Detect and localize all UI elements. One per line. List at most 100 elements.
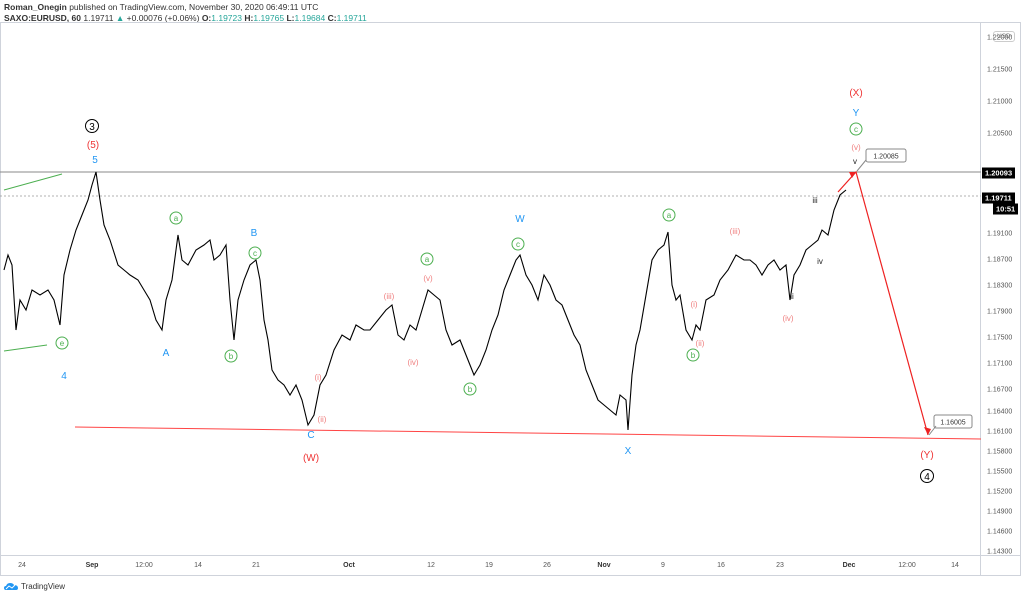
svg-text:(i): (i) (690, 300, 697, 309)
price-tick: 1.18700 (987, 256, 1013, 264)
svg-text:c: c (854, 125, 858, 134)
time-tick: 21 (252, 562, 260, 569)
time-tick: 14 (951, 562, 959, 569)
svg-text:C: C (307, 430, 314, 441)
time-axis[interactable]: 24 Sep 12:00 14 21 Oct 12 19 26 Nov 9 16… (0, 556, 981, 576)
time-tick: 19 (485, 562, 493, 569)
svg-text:(W): (W) (303, 453, 319, 464)
axis-corner (981, 556, 1021, 576)
chart-header: Roman_Onegin published on TradingView.co… (4, 2, 367, 24)
logo-text: TradingView (21, 582, 66, 591)
time-tick: 12 (427, 562, 435, 569)
high-label: H: (244, 13, 254, 23)
price-axis[interactable]: USD 1.22000 1.21500 1.21000 1.20500 1.19… (981, 22, 1021, 556)
callout-high: 1.20085 (856, 148, 907, 172)
price-tick: 1.15800 (987, 448, 1013, 456)
last-price-tag: 1.19711 (982, 192, 1015, 204)
price-tick: 1.15500 (987, 468, 1013, 476)
svg-text:b: b (691, 351, 696, 360)
svg-text:(iv): (iv) (407, 358, 418, 367)
low-label: L: (286, 13, 295, 23)
currency-label[interactable]: USD (993, 31, 1015, 42)
close-value: 1.19711 (336, 13, 367, 23)
time-tick: 26 (543, 562, 551, 569)
cloud-logo-icon (4, 583, 18, 590)
svg-text:1.20085: 1.20085 (873, 154, 898, 161)
svg-text:(v): (v) (423, 274, 433, 283)
svg-text:ii: ii (790, 292, 794, 301)
low-value: 1.19684 (294, 13, 326, 23)
svg-text:(i): (i) (314, 373, 321, 382)
svg-text:iv: iv (817, 257, 823, 266)
time-tick: Sep (85, 562, 99, 569)
price-change: +0.00076 (+0.06%) (126, 13, 200, 23)
last-price: 1.19711 (83, 13, 114, 23)
price-tick: 1.14300 (987, 548, 1013, 556)
svg-text:a: a (425, 255, 430, 264)
svg-text:c: c (253, 249, 257, 258)
price-tick: 1.17900 (987, 308, 1013, 316)
svg-text:b: b (229, 352, 234, 361)
price-tick: 1.16100 (987, 428, 1013, 436)
chart-pane[interactable]: 1.20085 1.16005 3 (5) 5 4 A B C (W) W X … (0, 22, 981, 556)
open-label: O: (201, 13, 212, 23)
time-tick: 24 (18, 562, 26, 569)
up-arrow-icon: ▲ (115, 13, 125, 23)
svg-text:4: 4 (924, 472, 930, 483)
price-chart: 1.20085 1.16005 3 (5) 5 4 A B C (W) W X … (0, 88, 981, 483)
price-tick: 1.22000 (987, 34, 1013, 42)
svg-text:a: a (174, 214, 179, 223)
time-tick: 9 (661, 562, 665, 569)
time-tick: 16 (717, 562, 725, 569)
time-tick: Oct (343, 562, 355, 569)
time-tick: 14 (194, 562, 202, 569)
svg-text:(ii): (ii) (318, 415, 327, 424)
price-tick: 1.16700 (987, 386, 1013, 394)
svg-text:B: B (251, 228, 258, 239)
time-tick: 23 (776, 562, 784, 569)
callout-low: 1.16005 (928, 414, 973, 436)
time-tick: 12:00 (135, 562, 153, 569)
close-label: C: (327, 13, 337, 23)
time-tick: 12:00 (898, 562, 916, 569)
price-tick: 1.17500 (987, 334, 1013, 342)
symbol-label: SAXO:EURUSD, 60 (4, 13, 81, 23)
svg-text:(ii): (ii) (696, 339, 705, 348)
open-value: 1.19723 (211, 13, 242, 23)
svg-text:iii: iii (812, 196, 818, 205)
tradingview-logo[interactable]: TradingView (4, 582, 65, 591)
svg-text:v: v (853, 157, 857, 166)
price-tick: 1.20500 (987, 130, 1013, 138)
svg-text:a: a (667, 211, 672, 220)
level-price-tag: 1.20093 (982, 167, 1016, 179)
published-text: published on TradingView.com, November 3… (69, 2, 319, 12)
svg-text:(iii): (iii) (730, 227, 741, 236)
svg-text:(v): (v) (851, 143, 861, 152)
price-tick: 1.19100 (987, 230, 1013, 238)
author-name[interactable]: Roman_Onegin (4, 2, 67, 12)
svg-text:b: b (468, 385, 473, 394)
svg-text:(Y): (Y) (920, 450, 933, 461)
svg-text:(5): (5) (87, 140, 99, 151)
time-tick: Nov (597, 562, 611, 569)
svg-text:e: e (60, 339, 65, 348)
price-tick: 1.17100 (987, 360, 1013, 368)
svg-text:(iii): (iii) (384, 292, 395, 301)
price-tick: 1.21000 (987, 98, 1013, 106)
price-tick: 1.21500 (987, 66, 1013, 74)
svg-text:(iv): (iv) (782, 314, 793, 323)
price-tick: 1.14600 (987, 528, 1013, 536)
svg-text:4: 4 (61, 371, 67, 382)
svg-text:A: A (163, 348, 170, 359)
high-value: 1.19765 (253, 13, 285, 23)
price-tick: 1.16400 (987, 408, 1013, 416)
svg-text:X: X (625, 446, 632, 457)
svg-text:5: 5 (92, 155, 98, 166)
price-tick: 1.18300 (987, 282, 1013, 290)
bar-countdown: 10:51 (993, 203, 1019, 215)
svg-text:(X): (X) (849, 88, 862, 99)
svg-text:1.16005: 1.16005 (940, 420, 965, 427)
svg-text:c: c (516, 240, 520, 249)
price-tick: 1.14900 (987, 508, 1013, 516)
price-tick: 1.15200 (987, 488, 1013, 496)
